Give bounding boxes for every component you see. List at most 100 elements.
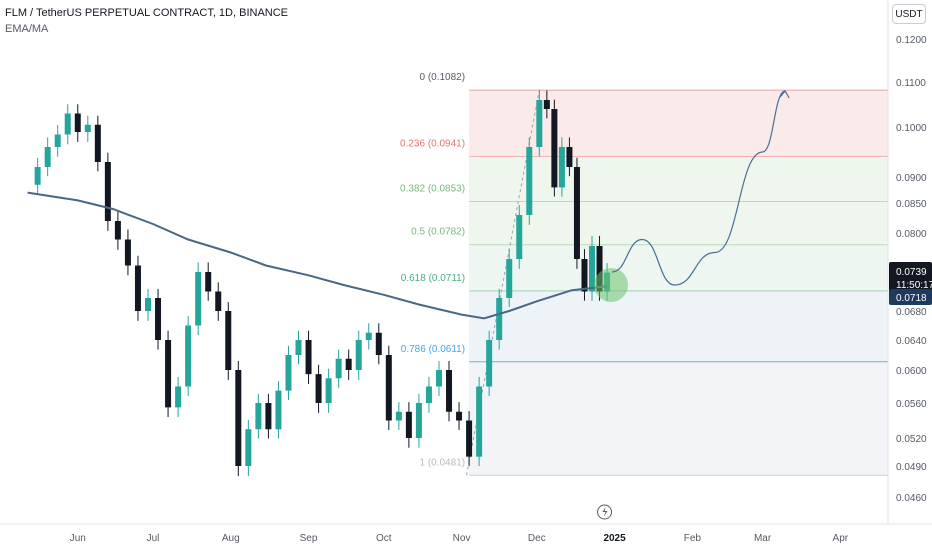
y-tick-label: 0.0460 — [896, 493, 927, 504]
candle-body — [466, 420, 473, 457]
candle-body — [215, 291, 222, 311]
candle-body — [315, 374, 322, 403]
y-tick-label: 0.0640 — [896, 336, 927, 347]
candle-body — [265, 403, 272, 430]
candle-body — [205, 272, 212, 292]
x-tick-label: Jun — [70, 533, 86, 544]
candle-body — [104, 162, 111, 221]
projection-path — [611, 90, 786, 286]
currency-button[interactable]: USDT — [892, 4, 926, 24]
fib-zone-2 — [469, 201, 888, 245]
fib-zone-5 — [469, 361, 888, 476]
candle-body — [496, 298, 503, 340]
x-tick-label: Dec — [528, 533, 546, 544]
x-tick-label: Aug — [222, 533, 240, 544]
x-tick-label: Sep — [300, 533, 318, 544]
candle-body — [54, 134, 61, 147]
x-tick-label: Feb — [684, 533, 702, 544]
candle-body — [365, 332, 372, 340]
candle-body — [596, 246, 603, 292]
y-tick-label: 0.0560 — [896, 399, 927, 410]
candle-body — [44, 147, 51, 167]
candle-body — [516, 215, 523, 259]
candle-body — [435, 370, 442, 387]
candle-body — [589, 246, 595, 292]
fib-label: 0 (0.1082) — [419, 72, 465, 83]
candle-body — [175, 386, 182, 408]
projection-arrowhead — [779, 89, 790, 99]
y-tick-label: 0.0600 — [896, 366, 927, 377]
candle-body — [395, 411, 402, 421]
candle-body — [551, 109, 558, 188]
fib-label: 0.236 (0.0941) — [400, 139, 465, 150]
ema-price: 0.0718 — [896, 293, 927, 304]
symbol-title: FLM / TetherUS PERPETUAL CONTRACT, 1D, B… — [5, 7, 289, 19]
candle-body — [375, 332, 382, 355]
candle-body — [295, 340, 302, 355]
candle-body — [405, 411, 412, 438]
y-tick-label: 0.0850 — [896, 199, 927, 210]
candle-body — [285, 355, 292, 391]
candle-body — [134, 265, 141, 311]
candle-body — [74, 113, 81, 132]
candle-body — [543, 100, 550, 109]
x-tick-label: Oct — [376, 533, 392, 544]
fib-label: 1 (0.0481) — [419, 457, 465, 468]
candle-body — [84, 124, 91, 132]
candle-body — [155, 298, 162, 340]
fib-zone-1 — [469, 156, 888, 202]
candle-body — [476, 386, 483, 457]
candle-body — [165, 340, 172, 408]
current-price-tag — [889, 262, 932, 294]
candle-body — [245, 429, 252, 466]
lightning-icon[interactable] — [597, 504, 613, 520]
y-tick-label: 0.1100 — [896, 78, 926, 89]
candle-body — [64, 113, 71, 135]
candle-body — [506, 259, 513, 298]
candle-body — [558, 147, 565, 188]
candle-body — [581, 259, 588, 292]
candle-body — [573, 167, 580, 259]
countdown: 11:50:17 — [896, 280, 932, 291]
candle-body — [415, 403, 422, 438]
candle-body — [275, 390, 282, 430]
fib-zone-4 — [469, 290, 888, 362]
candle-body — [536, 100, 543, 147]
candle-body — [235, 370, 242, 466]
candle-body — [145, 298, 151, 311]
candle-body — [305, 340, 312, 375]
candle-body — [456, 411, 463, 421]
fib-label: 0.618 (0.0711) — [401, 273, 465, 284]
candle-body — [34, 167, 41, 185]
candle-body — [124, 239, 131, 266]
candle-body — [185, 325, 192, 387]
candle-body — [486, 340, 493, 387]
candle-body — [255, 403, 262, 430]
candle-body — [446, 370, 453, 412]
x-tick-label: Jul — [147, 533, 160, 544]
fib-zone-0 — [469, 90, 888, 157]
candle-body — [385, 355, 392, 421]
y-tick-label: 0.0900 — [896, 173, 927, 184]
indicator-label[interactable]: EMA/MA — [5, 23, 49, 35]
candle-body — [355, 340, 362, 370]
y-tick-label: 0.1000 — [896, 123, 927, 134]
candle-body — [114, 221, 121, 240]
candle-body — [225, 311, 232, 370]
candle-body — [345, 358, 352, 370]
y-tick-label: 0.0520 — [896, 434, 927, 445]
y-tick-label: 0.1200 — [896, 35, 927, 46]
fib-label: 0.5 (0.0782) — [411, 227, 465, 238]
x-tick-label: Apr — [833, 533, 849, 544]
ema-line — [27, 191, 608, 320]
fib-label: 0.786 (0.0611) — [401, 344, 465, 355]
y-tick-label: 0.0800 — [896, 229, 927, 240]
highlight-circle — [594, 268, 629, 302]
ema-price-tag — [889, 289, 932, 305]
candle-body — [195, 272, 202, 326]
current-price: 0.0739 — [896, 267, 927, 278]
fib-zone-3 — [469, 244, 888, 291]
candle-body — [94, 124, 101, 162]
